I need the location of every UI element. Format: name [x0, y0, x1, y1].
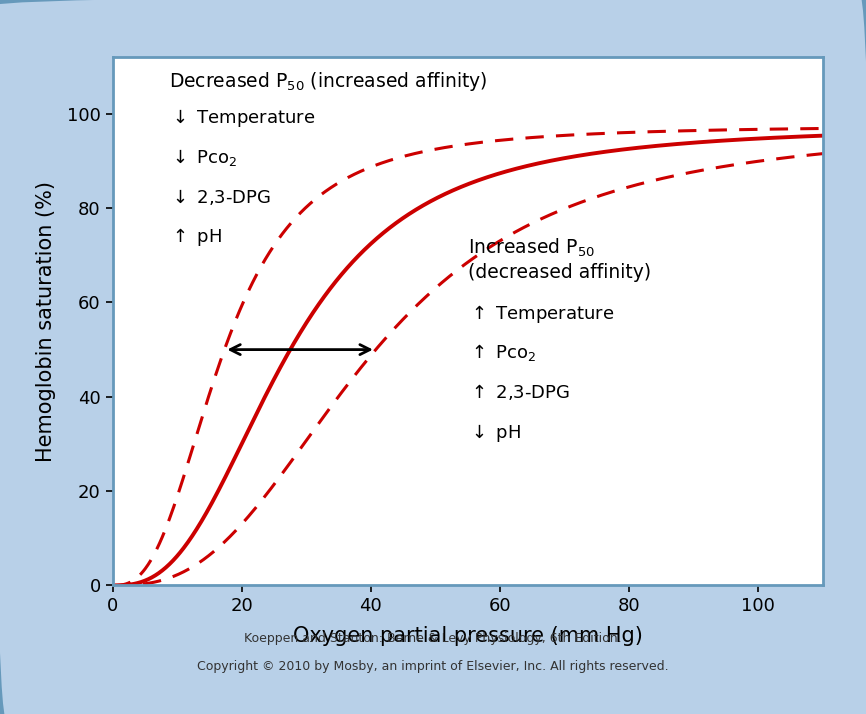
Text: Koeppen and Stanton: Berne & Levy Physiology, 6th Edition.: Koeppen and Stanton: Berne & Levy Physio… — [244, 632, 622, 645]
Text: $\uparrow$ Temperature: $\uparrow$ Temperature — [468, 303, 614, 325]
Text: Decreased P$_{50}$ (increased affinity): Decreased P$_{50}$ (increased affinity) — [170, 71, 488, 94]
Text: Increased P$_{50}$: Increased P$_{50}$ — [468, 237, 595, 259]
Y-axis label: Hemoglobin saturation (%): Hemoglobin saturation (%) — [36, 181, 55, 462]
Text: $\downarrow$ Temperature: $\downarrow$ Temperature — [170, 107, 316, 129]
Text: $\downarrow$ 2,3-DPG: $\downarrow$ 2,3-DPG — [170, 186, 272, 206]
Text: $\downarrow$ pH: $\downarrow$ pH — [468, 422, 520, 443]
Text: (decreased affinity): (decreased affinity) — [468, 263, 650, 282]
Text: $\uparrow$ pH: $\uparrow$ pH — [170, 226, 223, 248]
Text: $\downarrow$ Pco$_2$: $\downarrow$ Pco$_2$ — [170, 147, 238, 168]
X-axis label: Oxygen partial pressure (mm Hg): Oxygen partial pressure (mm Hg) — [293, 626, 643, 646]
Text: $\uparrow$ 2,3-DPG: $\uparrow$ 2,3-DPG — [468, 382, 570, 402]
Text: Copyright © 2010 by Mosby, an imprint of Elsevier, Inc. All rights reserved.: Copyright © 2010 by Mosby, an imprint of… — [197, 660, 669, 673]
Text: $\uparrow$ Pco$_2$: $\uparrow$ Pco$_2$ — [468, 343, 536, 363]
